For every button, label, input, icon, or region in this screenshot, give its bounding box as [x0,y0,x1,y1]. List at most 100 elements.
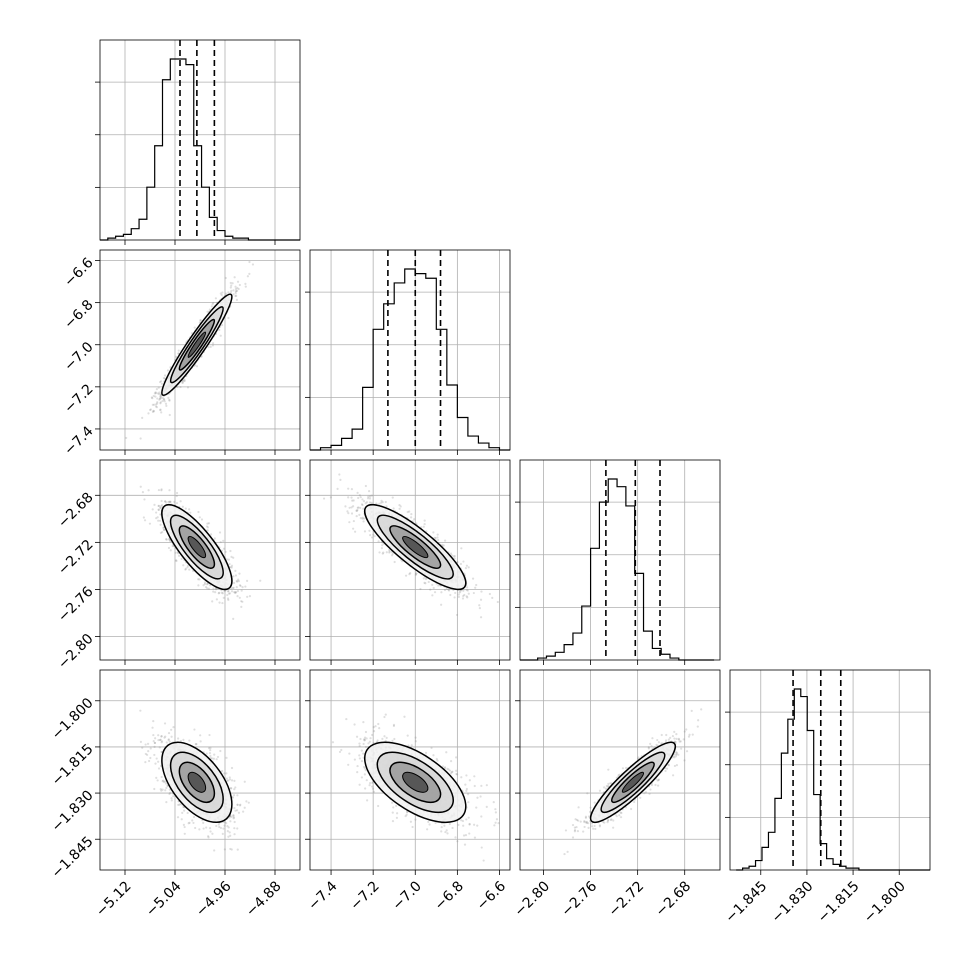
scatter-point [464,567,468,570]
scatter-point [207,522,211,525]
scatter-point [372,533,375,536]
scatter-point [368,497,372,500]
scatter-point [153,403,156,406]
scatter-point [361,516,364,519]
scatter-point [157,488,161,492]
scatter-point [385,551,388,554]
contour-level [402,535,429,559]
scatter-point [168,413,171,417]
scatter-point [352,527,355,530]
scatter-point [154,762,157,765]
scatter-point [152,409,155,412]
scatter-point [207,587,211,590]
scatter-point [157,508,160,512]
scatter-point [424,582,427,585]
scatter-point [408,510,411,513]
scatter-point [182,564,185,567]
scatter-point [169,500,172,503]
panel-frame [519,459,721,661]
scatter-point [350,506,353,509]
scatter-point [377,540,380,543]
scatter-point [433,591,437,594]
scatter-point [188,739,191,742]
scatter-point [339,478,342,481]
scatter-point [432,531,435,534]
scatter-point [357,496,360,500]
histogram-2 [520,460,715,661]
scatter-point [159,513,162,516]
scatter-point [436,533,439,536]
scatter-point [188,508,191,511]
scatter-point [227,291,230,294]
scatter-point [209,749,212,752]
scatter-point [175,559,178,563]
scatter-point [175,559,178,562]
scatter-point [198,578,201,581]
scatter-point [223,848,226,851]
grid-lines [100,250,300,450]
scatter-point [226,597,230,600]
scatter-point [148,522,152,525]
scatter-point [362,500,366,503]
scatter-point [226,593,229,597]
scatter-point [233,591,236,594]
scatter-point [155,511,158,514]
grid-lines [520,460,720,660]
scatter-point [237,578,240,581]
scatter-point [162,526,165,529]
scatter-point [447,588,450,591]
scatter-point [358,494,361,497]
scatter-point [230,590,234,593]
scatter-point [155,406,159,409]
scatter-point [155,403,158,406]
scatter-point [224,276,227,280]
scatter-point [352,505,355,508]
scatter-point [352,499,355,502]
scatter-point [209,746,212,750]
scatter-point [429,588,432,591]
scatter-point [168,399,171,402]
scatter-point [347,496,350,499]
scatter-point [227,316,230,320]
scatter-point [240,589,243,592]
scatter-point [156,397,159,400]
scatter-point [162,398,166,401]
scatter-point [206,587,209,590]
scatter-point [163,500,167,503]
scatter-point [168,740,171,743]
scatter-point [208,584,212,587]
scatter-point [370,501,373,504]
scatter-point [457,595,460,598]
scatter-point [177,737,180,740]
scatter-point [228,831,231,834]
scatter-point [206,529,209,532]
scatter-point [458,591,461,594]
scatter-point [158,398,161,401]
scatter-point [351,499,354,502]
scatter-point [164,402,168,405]
scatter-point [362,507,365,510]
scatter-point [141,490,145,494]
scatter-point [436,536,439,539]
grid-lines [100,40,300,240]
scatter-point [160,411,163,414]
scatter-point [193,326,196,329]
scatter-point [144,752,147,756]
scatter-point [209,757,212,760]
scatter-point [149,408,152,412]
scatter-point [440,591,443,594]
scatter-point [149,756,152,760]
scatter-point [167,500,170,504]
scatter-point [160,503,164,507]
scatter-point [125,436,128,440]
scatter-point [231,282,234,285]
scatter-point [350,488,354,491]
scatter-point [478,607,481,610]
scatter-point [471,577,475,580]
scatter-point [159,506,162,509]
histogram-step-line [736,688,930,871]
scatter-point [246,595,249,598]
scatter-point [443,588,447,592]
scatter-point [478,604,481,607]
scatter-point [248,272,251,275]
